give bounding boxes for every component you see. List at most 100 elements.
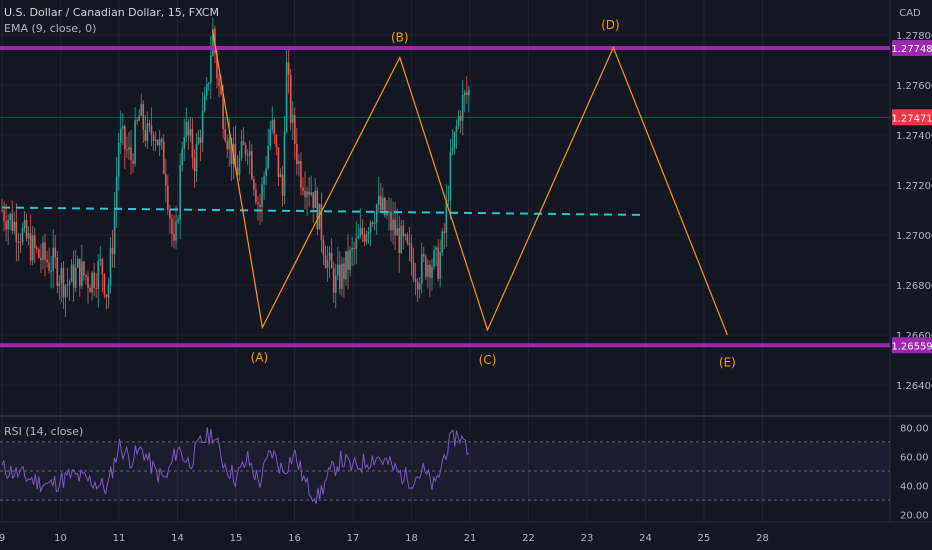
- price-tick-label: 1.26400: [896, 381, 932, 392]
- rsi-pane: 80.00 60.00 40.00 20.00: [0, 423, 929, 522]
- candle-body: [222, 94, 224, 130]
- candle-body: [406, 234, 409, 243]
- grid-lines: [0, 0, 890, 522]
- wave-label: (D): [601, 18, 620, 32]
- candle-body: [156, 139, 159, 146]
- candle-body: [306, 191, 308, 197]
- candle-body: [199, 137, 202, 143]
- candle-body: [72, 264, 75, 288]
- candle-body: [212, 28, 214, 56]
- price-tick-label: 1.27600: [896, 81, 932, 92]
- candle-body: [50, 271, 52, 273]
- candle-body: [25, 220, 28, 239]
- candle-body: [17, 241, 20, 243]
- candle-body: [439, 252, 441, 279]
- candle-body: [218, 77, 220, 86]
- time-tick-label: 18: [405, 533, 418, 544]
- candle-body: [171, 218, 173, 235]
- candle-body: [422, 253, 425, 257]
- candle-body: [388, 211, 390, 214]
- candle-body: [162, 141, 165, 174]
- candle-body: [398, 228, 401, 254]
- candle-body: [465, 92, 468, 96]
- candle-body: [148, 123, 151, 126]
- candle-body: [457, 116, 460, 127]
- rsi-tick-label: 80.00: [900, 423, 929, 434]
- candle-body: [181, 148, 183, 166]
- time-tick-label: 11: [113, 533, 126, 544]
- candle-body: [386, 213, 388, 216]
- candle-body: [105, 294, 108, 298]
- candle-body: [1, 210, 3, 211]
- candle-body: [111, 247, 114, 255]
- candle-body: [242, 141, 245, 146]
- candle-body: [404, 234, 407, 236]
- candle-body: [101, 258, 104, 275]
- candle-body: [267, 145, 269, 169]
- candle-body: [99, 258, 102, 261]
- level-badge-label: 1.26559: [891, 341, 932, 352]
- rsi-line: [1, 427, 470, 505]
- symbol-legend: U.S. Dollar / Canadian Dollar, 15, FXCM: [4, 6, 219, 19]
- candle-body: [165, 173, 167, 186]
- candle-body: [248, 151, 251, 156]
- candle-body: [240, 141, 243, 159]
- candle-body: [363, 234, 366, 242]
- candle-body: [310, 192, 312, 195]
- candle-body: [142, 103, 145, 130]
- candle-body: [429, 264, 431, 278]
- candle-body: [312, 192, 315, 208]
- candle-body: [64, 285, 67, 298]
- candle-body: [463, 92, 466, 96]
- candle-body: [140, 103, 143, 116]
- candle-body: [29, 233, 32, 261]
- candle-body: [152, 134, 155, 142]
- candle-body: [124, 125, 126, 150]
- candle-body: [136, 120, 138, 122]
- time-tick-label: 25: [698, 533, 711, 544]
- candles: [1, 17, 470, 318]
- candle-body: [38, 249, 40, 258]
- candle-body: [347, 251, 349, 270]
- time-tick-label: 15: [230, 533, 243, 544]
- candle-body: [103, 274, 106, 295]
- candle-body: [392, 219, 394, 231]
- candle-body: [287, 62, 290, 75]
- candle-body: [160, 139, 163, 142]
- candle-body: [236, 167, 239, 176]
- candle-body: [369, 222, 372, 233]
- level-badge: [892, 40, 932, 56]
- candle-body: [316, 190, 319, 230]
- rsi-legend: RSI (14, close): [4, 425, 84, 438]
- candle-body: [304, 190, 306, 197]
- candle-body: [146, 123, 149, 142]
- candle-body: [298, 161, 300, 165]
- candle-body: [5, 221, 7, 230]
- candle-body: [273, 120, 276, 136]
- candle-body: [443, 231, 446, 233]
- candle-body: [201, 110, 204, 143]
- candle-body: [195, 143, 198, 172]
- candle-body: [365, 234, 368, 242]
- wave-label: (B): [391, 31, 409, 45]
- candle-body: [76, 258, 79, 268]
- candle-body: [353, 247, 355, 249]
- candle-body: [461, 95, 464, 121]
- candle-body: [425, 256, 427, 277]
- candle-body: [46, 259, 48, 263]
- candle-body: [293, 114, 296, 144]
- candle-body: [130, 147, 132, 161]
- candle-body: [427, 264, 429, 277]
- candle-body: [238, 158, 241, 176]
- candle-body: [134, 120, 136, 164]
- candle-body: [326, 260, 329, 268]
- candle-body: [367, 232, 370, 235]
- candle-body: [414, 279, 417, 282]
- candle-body: [158, 139, 161, 146]
- candle-body: [58, 282, 61, 287]
- current-price-badge: [892, 109, 932, 126]
- candle-body: [83, 261, 85, 276]
- candle-body: [31, 235, 34, 261]
- time-tick-label: 17: [347, 533, 360, 544]
